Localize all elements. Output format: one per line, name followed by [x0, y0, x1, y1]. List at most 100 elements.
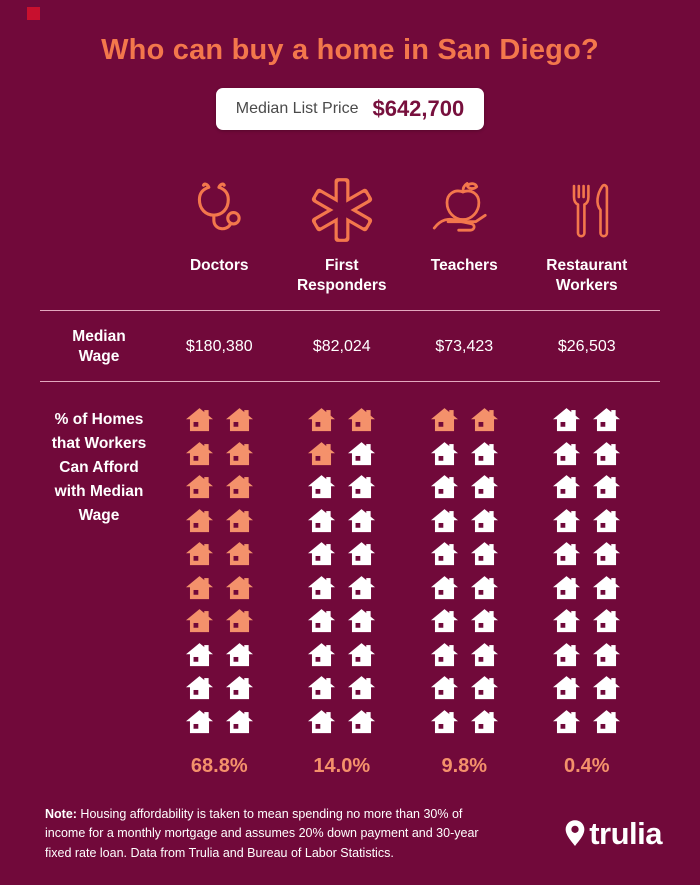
trulia-logo: trulia — [564, 816, 662, 852]
house-icon — [553, 575, 581, 599]
house-icon — [348, 676, 376, 700]
house-icon — [308, 609, 336, 633]
house-icon — [348, 609, 376, 633]
median-list-price-pill: Median List Price $642,700 — [215, 88, 485, 130]
house-icon — [225, 676, 253, 700]
house-icon — [430, 575, 458, 599]
house-icon — [430, 676, 458, 700]
stethoscope-icon — [198, 182, 241, 231]
house-icon — [470, 408, 498, 432]
house-icon — [225, 408, 253, 432]
house-icon — [470, 642, 498, 666]
house-icon — [225, 575, 253, 599]
house-icon — [553, 408, 581, 432]
column-label-doctors: Doctors — [189, 257, 249, 274]
affordability-row-label: % of Homes that Workers Can Afford with … — [51, 411, 147, 525]
apple-in-hand-icon — [433, 182, 487, 232]
house-icon — [308, 575, 336, 599]
house-icon — [185, 408, 213, 432]
house-icon — [553, 676, 581, 700]
house-icon — [593, 542, 621, 566]
footnote: Note: Housing affordability is taken to … — [45, 805, 500, 863]
footer: Note: Housing affordability is taken to … — [45, 805, 662, 863]
house-icon — [308, 441, 336, 465]
house-icon — [225, 642, 253, 666]
house-icon — [308, 642, 336, 666]
percent-doctors: 68.8% — [190, 754, 248, 777]
house-icon — [553, 475, 581, 499]
fork-and-knife-icon — [572, 183, 608, 238]
house-icon — [308, 709, 336, 733]
star-of-life-icon — [311, 178, 372, 242]
median-wage-row-label: Median Wage — [72, 328, 126, 365]
house-icon — [308, 676, 336, 700]
house-icon — [185, 642, 213, 666]
divider-bottom — [40, 381, 660, 383]
median-list-price-label: Median List Price — [235, 100, 359, 117]
house-icon — [470, 475, 498, 499]
house-icon — [593, 609, 621, 633]
house-icon — [593, 408, 621, 432]
house-icon — [470, 441, 498, 465]
percent-restaurant-workers: 0.4% — [563, 754, 610, 777]
house-icon — [430, 609, 458, 633]
page-title: Who can buy a home in San Diego? — [101, 34, 599, 66]
house-icon — [348, 508, 376, 532]
house-grid-restaurant-workers — [526, 408, 649, 734]
house-icon — [593, 475, 621, 499]
median-wage-doctors: $180,380 — [185, 337, 253, 355]
house-icon — [470, 609, 498, 633]
teachers-icon-cell — [403, 170, 526, 244]
house-icon — [470, 542, 498, 566]
spacer-cell — [40, 755, 158, 778]
house-icon — [185, 542, 213, 566]
house-icon — [185, 508, 213, 532]
house-icon — [185, 609, 213, 633]
median-wage-row: Median Wage $180,380 $82,024 $73,423 $26… — [40, 311, 648, 381]
house-icon — [470, 676, 498, 700]
corner-marker — [27, 7, 40, 20]
house-icon — [593, 709, 621, 733]
house-icon — [553, 609, 581, 633]
column-label-restaurant-workers: Restaurant Workers — [546, 257, 628, 295]
house-icon — [593, 676, 621, 700]
house-grid-doctors — [158, 408, 281, 734]
house-icon — [470, 575, 498, 599]
house-icon — [553, 441, 581, 465]
house-icon — [308, 475, 336, 499]
house-grid-first-responders — [281, 408, 404, 734]
house-icon — [348, 408, 376, 432]
house-icon — [348, 542, 376, 566]
house-icon — [348, 642, 376, 666]
doctors-icon-cell — [158, 170, 281, 244]
house-icon — [593, 575, 621, 599]
house-icon — [430, 542, 458, 566]
median-wage-restaurant-workers: $26,503 — [557, 337, 616, 355]
house-icon — [348, 441, 376, 465]
first-responders-icon-cell — [281, 170, 404, 244]
occupation-icons-row — [40, 170, 648, 244]
house-icon — [593, 642, 621, 666]
house-icon — [593, 441, 621, 465]
house-icon — [308, 408, 336, 432]
house-icon — [430, 441, 458, 465]
house-icon — [348, 709, 376, 733]
affordability-pictograph-row: % of Homes that Workers Can Afford with … — [40, 408, 648, 734]
brand-wordmark: trulia — [589, 815, 662, 851]
divider-top — [40, 310, 660, 312]
house-icon — [308, 508, 336, 532]
footnote-text: Housing affordability is taken to mean s… — [45, 806, 479, 860]
house-icon — [225, 542, 253, 566]
median-wage-teachers: $73,423 — [435, 337, 494, 355]
house-icon — [553, 542, 581, 566]
map-pin-icon — [565, 820, 585, 847]
house-grid-teachers — [403, 408, 526, 734]
house-icon — [553, 642, 581, 666]
house-icon — [185, 475, 213, 499]
median-wage-first-responders: $82,024 — [312, 337, 371, 355]
occupation-labels-row: Doctors First Responders Teachers Restau… — [40, 256, 648, 296]
house-icon — [185, 441, 213, 465]
house-icon — [225, 609, 253, 633]
house-icon — [348, 575, 376, 599]
